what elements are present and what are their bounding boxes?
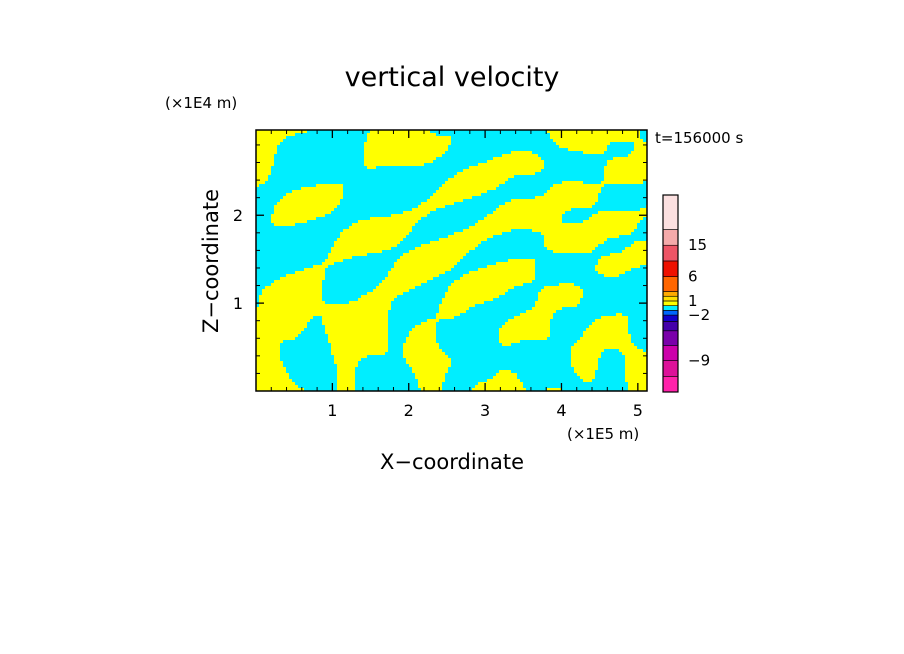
x-tick-label: 2: [404, 401, 414, 420]
x-axis-label: X−coordinate: [380, 450, 524, 474]
time-label: t=156000 s: [655, 129, 743, 147]
colorbar-level: [662, 194, 679, 230]
colorbar-tick-label: 1: [688, 292, 698, 310]
colorbar-level: [662, 295, 679, 302]
x-tick-label: 3: [480, 401, 490, 420]
colorbar-level: [662, 321, 679, 332]
colorbar-level: [662, 229, 679, 246]
colorbar-level: [662, 314, 679, 322]
colorbar-level: [662, 260, 679, 277]
colorbar-tick-label: 15: [688, 236, 707, 254]
x-axis: 1 2 3 4 5: [270, 130, 643, 420]
colorbar-level: [662, 376, 679, 393]
y-unit-label: (×1E4 m): [165, 94, 237, 112]
colorbar-level: [662, 310, 679, 316]
colorbar-level: [662, 276, 679, 292]
y-tick-label: 1: [233, 294, 243, 313]
plot-frame: [255, 129, 648, 392]
colorbar-level: [662, 291, 679, 297]
x-tick-label: 5: [633, 401, 643, 420]
colorbar-tick-label: −2: [688, 306, 710, 324]
plot-area: [255, 129, 648, 392]
x-tick-label: 4: [556, 401, 566, 420]
colorbar-level: [662, 330, 679, 346]
colorbar-tick-label: −9: [688, 352, 710, 370]
y-axis: 12: [233, 144, 647, 374]
colorbar-level: [662, 244, 679, 262]
colorbar-level: [662, 300, 679, 306]
chart-title: vertical velocity: [345, 62, 560, 93]
colorbar-level: [662, 360, 679, 377]
colorbar: 15 6 1−2 −9: [662, 194, 710, 393]
colorbar-level: [662, 305, 679, 311]
y-axis-label: Z−coordinate: [199, 189, 223, 333]
colorbar-frame: [662, 194, 679, 393]
colorbar-level: [662, 345, 679, 361]
colorbar-tick-label: 6: [688, 268, 698, 286]
contour-field: [256, 130, 647, 391]
x-unit-label: (×1E5 m): [567, 425, 639, 443]
x-tick-label: 1: [327, 401, 337, 420]
y-tick-label: 2: [233, 206, 243, 225]
